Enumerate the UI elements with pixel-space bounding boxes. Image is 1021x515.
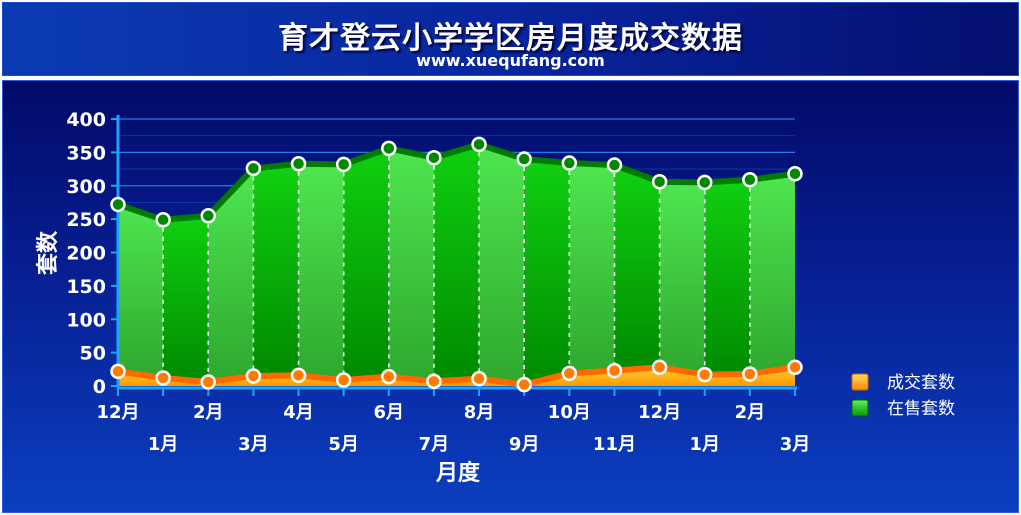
deal-point-0 bbox=[110, 363, 126, 380]
y-tick-label-350: 350 bbox=[66, 142, 106, 164]
sale-area-band-5 bbox=[343, 148, 389, 380]
sale-area-band-3 bbox=[253, 163, 299, 376]
sale-point-8 bbox=[471, 136, 487, 153]
sale-area-band-1 bbox=[163, 215, 209, 382]
sale-area-band-2 bbox=[208, 168, 254, 382]
sale-area-band-9 bbox=[524, 159, 570, 385]
legend-swatch-1 bbox=[851, 399, 869, 417]
sale-point-9 bbox=[516, 151, 532, 167]
deal-point-12 bbox=[651, 359, 668, 376]
deal-point-13 bbox=[696, 366, 713, 383]
sale-area-band-13 bbox=[704, 179, 750, 375]
deal-point-8 bbox=[471, 370, 487, 387]
sale-area-band-7 bbox=[433, 144, 480, 382]
chart-subtitle: www.xuequfang.com bbox=[416, 51, 605, 70]
x-tick-label-1: 1月 bbox=[148, 434, 179, 455]
deal-line bbox=[117, 364, 796, 388]
sale-area-band-10 bbox=[569, 163, 615, 374]
legend-swatch-0 bbox=[851, 373, 869, 391]
area-chart: 0 50 100 150 200 250 300 350 400 12月 1月 2月 3月 4月 5月 6月 7… bbox=[35, 109, 955, 486]
x-tick-label-13: 1月 bbox=[689, 434, 720, 455]
x-tick-label-3: 3月 bbox=[238, 434, 269, 455]
x-tick-label-15: 3月 bbox=[780, 434, 811, 455]
sale-point-6 bbox=[381, 140, 397, 157]
x-tick-label-14: 2月 bbox=[735, 402, 766, 423]
sale-point-0 bbox=[110, 196, 126, 213]
y-tick-label-200: 200 bbox=[66, 243, 106, 265]
y-tick-label-0: 0 bbox=[93, 376, 106, 398]
axes bbox=[111, 115, 797, 396]
sale-point-10 bbox=[561, 155, 578, 171]
deal-point-1 bbox=[155, 370, 171, 386]
deal-point-7 bbox=[426, 373, 442, 390]
deal-point-14 bbox=[742, 366, 758, 382]
x-axis-title: 月度 bbox=[435, 460, 481, 486]
y-tick-label-50: 50 bbox=[80, 343, 106, 365]
x-tick-label-5: 5月 bbox=[328, 434, 359, 455]
sale-point-2 bbox=[200, 208, 217, 224]
plot-panel: 0 50 100 150 200 250 300 350 400 12月 1月 2月 3月 4月 5月 6月 7… bbox=[2, 80, 1019, 513]
deal-point-15 bbox=[787, 359, 803, 376]
sale-point-3 bbox=[245, 160, 262, 177]
deal-point-10 bbox=[561, 365, 578, 382]
x-tick-label-8: 8月 bbox=[464, 402, 495, 423]
y-tick-label-400: 400 bbox=[66, 109, 106, 131]
data-points bbox=[110, 136, 803, 393]
sale-point-7 bbox=[426, 149, 442, 166]
sale-point-15 bbox=[787, 165, 803, 182]
legend-label-0: 成交套数 bbox=[887, 373, 955, 393]
sale-point-4 bbox=[290, 155, 307, 172]
deal-point-3 bbox=[245, 368, 262, 384]
x-tick-label-6: 6月 bbox=[374, 402, 405, 423]
sale-point-5 bbox=[335, 156, 352, 173]
sale-point-11 bbox=[606, 157, 623, 173]
x-tick-label-4: 4月 bbox=[283, 402, 314, 423]
x-tick-label-2: 2月 bbox=[193, 402, 224, 423]
x-tick-label-0: 12月 bbox=[96, 402, 139, 423]
axis-labels: 0 50 100 150 200 250 300 350 400 12月 1月 2月 3月 4月 5月 6月 7… bbox=[35, 109, 810, 486]
sale-area-band-8 bbox=[479, 144, 525, 385]
series-lines bbox=[117, 141, 796, 388]
month-dividers bbox=[162, 152, 751, 379]
deal-point-4 bbox=[290, 367, 307, 384]
sale-area-band-12 bbox=[659, 181, 705, 375]
legend-label-1: 在售套数 bbox=[887, 399, 955, 419]
x-tick-label-10: 10月 bbox=[548, 402, 591, 423]
sale-area-band-6 bbox=[388, 148, 434, 382]
area-series bbox=[118, 144, 795, 386]
sale-point-12 bbox=[651, 173, 668, 190]
deal-point-11 bbox=[606, 362, 623, 379]
deal-point-2 bbox=[200, 374, 217, 390]
y-tick-label-150: 150 bbox=[66, 276, 106, 298]
sale-area-band-4 bbox=[298, 163, 344, 380]
sale-area-band-11 bbox=[614, 165, 660, 371]
x-tick-label-9: 9月 bbox=[509, 434, 540, 455]
x-tick-label-7: 7月 bbox=[419, 434, 450, 455]
deal-point-9 bbox=[516, 376, 532, 393]
y-tick-label-100: 100 bbox=[66, 309, 106, 331]
deal-point-5 bbox=[335, 372, 352, 388]
sale-point-13 bbox=[696, 174, 713, 191]
x-tick-label-12: 12月 bbox=[638, 402, 681, 423]
chart-header: 育才登云小学学区房月度成交数据 www.xuequfang.com bbox=[2, 2, 1019, 76]
sale-area-band-14 bbox=[749, 173, 795, 374]
sale-line bbox=[117, 141, 796, 223]
sale-point-14 bbox=[742, 171, 758, 188]
sale-area-band-0 bbox=[118, 204, 164, 378]
chart-title: 育才登云小学学区房月度成交数据 bbox=[278, 21, 743, 56]
sale-point-1 bbox=[155, 212, 171, 228]
y-axis-title: 套数 bbox=[35, 230, 61, 275]
y-tick-label-250: 250 bbox=[66, 209, 106, 231]
y-tick-label-300: 300 bbox=[66, 176, 106, 198]
deal-point-6 bbox=[381, 368, 397, 385]
x-tick-label-11: 11月 bbox=[593, 434, 636, 455]
